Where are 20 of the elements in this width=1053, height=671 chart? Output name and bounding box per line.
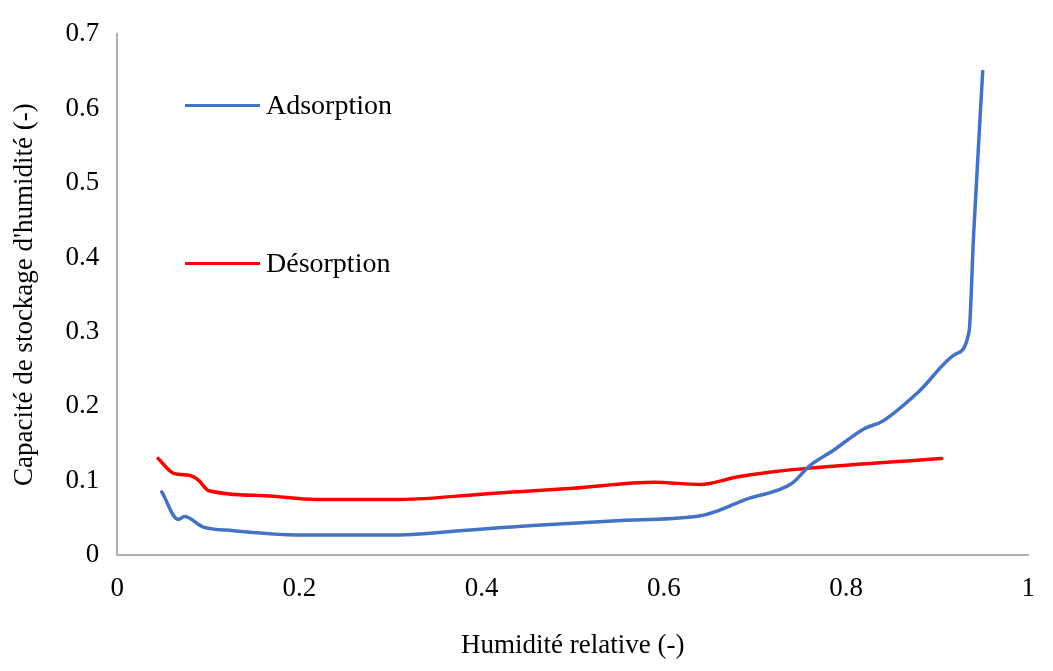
y-tick-label: 0.2 xyxy=(65,389,100,420)
line-series xyxy=(156,456,944,502)
x-tick-label: 0.6 xyxy=(646,572,681,603)
legend-label: Désorption xyxy=(266,247,391,279)
y-tick-label: 0.3 xyxy=(65,315,100,346)
x-tick-label: 0.2 xyxy=(282,572,317,603)
y-tick-label: 0 xyxy=(85,538,100,569)
line-series xyxy=(160,69,985,537)
y-tick-label: 0.5 xyxy=(65,166,100,197)
y-tick-label: 0.1 xyxy=(65,463,100,494)
x-tick-label: 0 xyxy=(110,572,124,603)
x-tick-label: 0.8 xyxy=(829,572,863,603)
x-axis-title: Humidité relative (-) xyxy=(460,628,685,659)
y-tick-label: 0.7 xyxy=(65,17,100,48)
x-tick-label: 0.4 xyxy=(464,572,499,603)
y-tick-label: 0.6 xyxy=(65,91,100,122)
legend-label: Adsorption xyxy=(266,89,392,121)
y-tick-label: 0.4 xyxy=(65,240,100,271)
x-tick-label: 1 xyxy=(1021,572,1035,603)
y-axis-title: Capacité de stockage d'humidité (-) xyxy=(8,103,39,487)
